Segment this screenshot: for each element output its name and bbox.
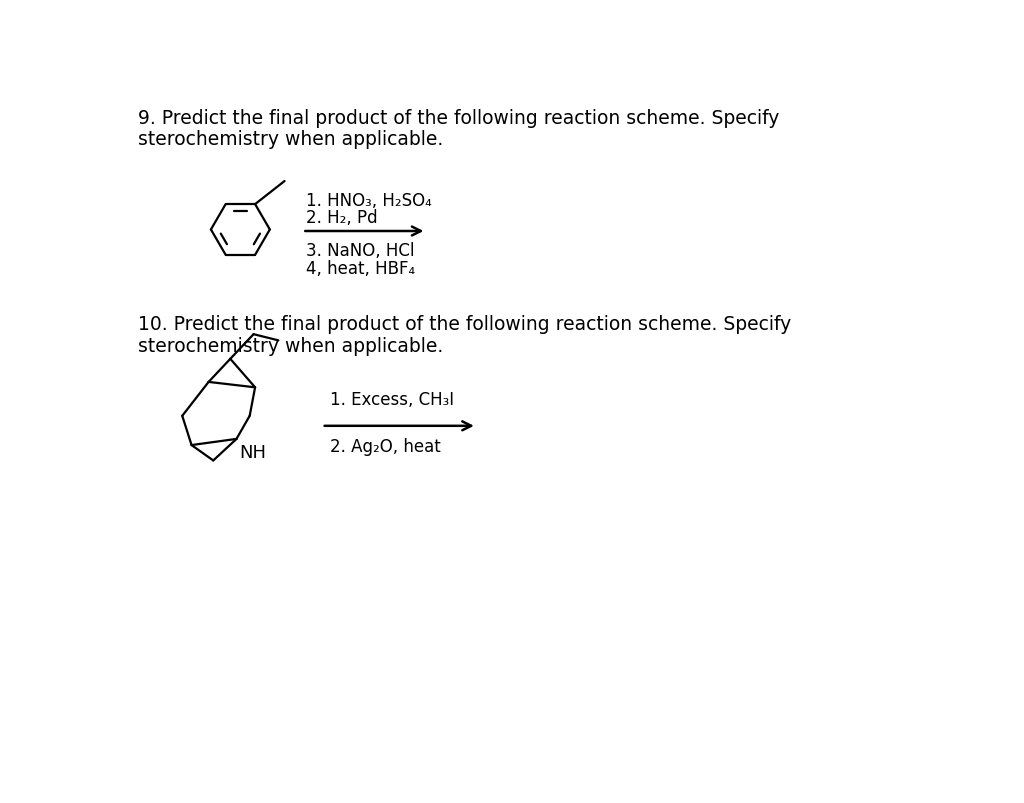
Text: 3. NaNO, HCl: 3. NaNO, HCl	[306, 242, 415, 259]
Text: 10. Predict the final product of the following reaction scheme. Specify: 10. Predict the final product of the fol…	[138, 315, 792, 334]
Text: 2. H₂, Pd: 2. H₂, Pd	[306, 208, 378, 226]
Text: 2. Ag₂O, heat: 2. Ag₂O, heat	[330, 438, 440, 456]
Text: 1. Excess, CH₃I: 1. Excess, CH₃I	[330, 390, 454, 409]
Text: NH: NH	[240, 443, 266, 461]
Text: sterochemistry when applicable.: sterochemistry when applicable.	[138, 336, 443, 355]
Text: 4, heat, HBF₄: 4, heat, HBF₄	[306, 259, 416, 277]
Text: sterochemistry when applicable.: sterochemistry when applicable.	[138, 130, 443, 149]
Text: 9. Predict the final product of the following reaction scheme. Specify: 9. Predict the final product of the foll…	[138, 108, 779, 128]
Text: 1. HNO₃, H₂SO₄: 1. HNO₃, H₂SO₄	[306, 192, 432, 210]
